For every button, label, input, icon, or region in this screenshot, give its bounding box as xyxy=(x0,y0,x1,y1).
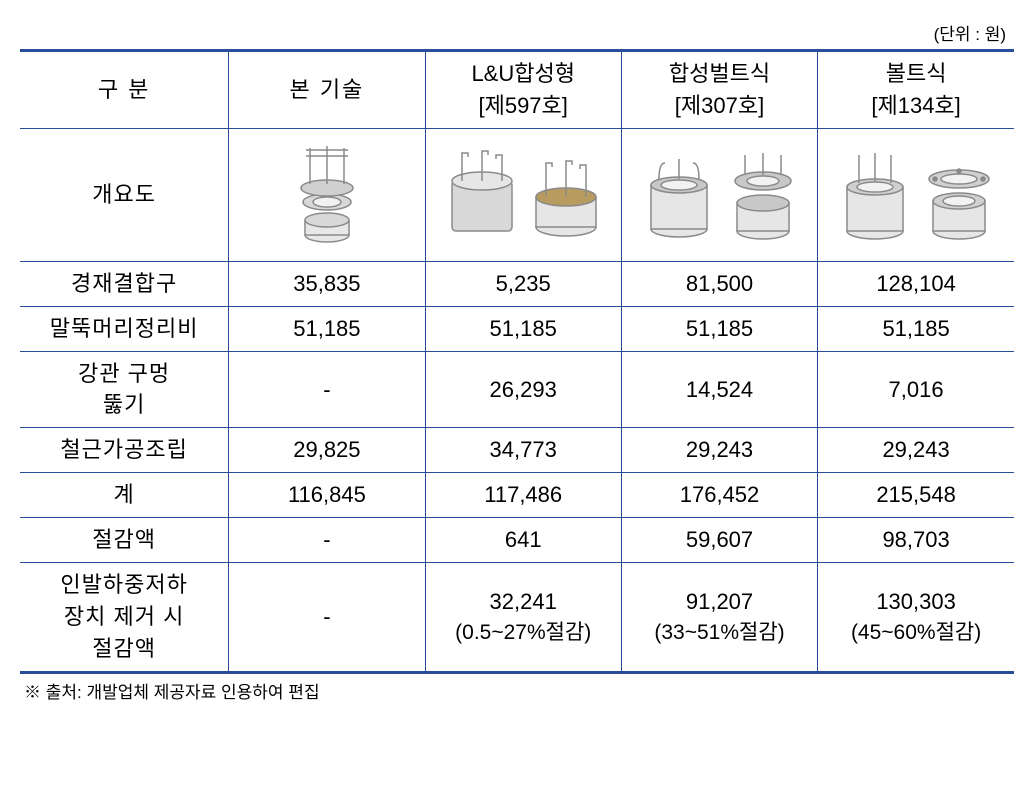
cell-value: 215,548 xyxy=(818,473,1014,518)
diagram-tech xyxy=(229,128,425,261)
row-label: 절감액 xyxy=(20,518,229,563)
cell-value: 51,185 xyxy=(425,306,621,351)
table-row: 말뚝머리정리비 51,185 51,185 51,185 51,185 xyxy=(20,306,1014,351)
cell-value: 34,773 xyxy=(425,428,621,473)
cell-value: 29,825 xyxy=(229,428,425,473)
table-row: 절감액 - 641 59,607 98,703 xyxy=(20,518,1014,563)
cell-value: 641 xyxy=(425,518,621,563)
row-label-b: 장치 제거 시 xyxy=(64,604,184,629)
col-header-bolt-title: 볼트식 xyxy=(886,61,947,86)
cell-value: - xyxy=(229,518,425,563)
cell-value-a: 130,303 xyxy=(876,589,956,614)
cell-value: 35,835 xyxy=(229,261,425,306)
cell-value: 117,486 xyxy=(425,473,621,518)
cell-value: 26,293 xyxy=(425,351,621,428)
cell-value: 51,185 xyxy=(818,306,1014,351)
diagram-composite xyxy=(621,128,817,261)
cell-value: 5,235 xyxy=(425,261,621,306)
row-label-b: 뚫기 xyxy=(103,392,145,417)
cell-value: 7,016 xyxy=(818,351,1014,428)
row-label: 철근가공조립 xyxy=(20,428,229,473)
cell-value: 14,524 xyxy=(621,351,817,428)
table-row: 철근가공조립 29,825 34,773 29,243 29,243 xyxy=(20,428,1014,473)
col-header-tech: 본 기술 xyxy=(229,51,425,129)
cell-value: 91,207 (33~51%절감) xyxy=(621,563,817,673)
col-header-bolt-no: [제134호] xyxy=(871,93,960,118)
row-label: 경재결합구 xyxy=(20,261,229,306)
cell-value: 130,303 (45~60%절감) xyxy=(818,563,1014,673)
col-header-division: 구 분 xyxy=(20,51,229,129)
row-label-a: 강관 구멍 xyxy=(78,361,170,386)
cell-value: 59,607 xyxy=(621,518,817,563)
row-label: 강관 구멍 뚫기 xyxy=(20,351,229,428)
diagram-row-label: 개요도 xyxy=(20,128,229,261)
row-label: 말뚝머리정리비 xyxy=(20,306,229,351)
table-row: 계 116,845 117,486 176,452 215,548 xyxy=(20,473,1014,518)
cell-value: 29,243 xyxy=(818,428,1014,473)
col-header-bolt: 볼트식 [제134호] xyxy=(818,51,1014,129)
col-header-lu: L&U합성형 [제597호] xyxy=(425,51,621,129)
comparison-table: 구 분 본 기술 L&U합성형 [제597호] 합성벌트식 [제307호] 볼트… xyxy=(20,49,1014,674)
cell-value: - xyxy=(229,563,425,673)
cell-value: 98,703 xyxy=(818,518,1014,563)
cell-value-a: 91,207 xyxy=(686,589,753,614)
source-note: ※ 출처: 개발업체 제공자료 인용하여 편집 xyxy=(20,678,1014,703)
cell-value: 81,500 xyxy=(621,261,817,306)
cell-value: 51,185 xyxy=(621,306,817,351)
cell-value: 128,104 xyxy=(818,261,1014,306)
diagram-lu xyxy=(425,128,621,261)
row-label: 인발하중저하 장치 제거 시 절감액 xyxy=(20,563,229,673)
row-label-c: 절감액 xyxy=(92,636,156,661)
col-header-composite-no: [제307호] xyxy=(675,93,764,118)
table-row: 인발하중저하 장치 제거 시 절감액 - 32,241 (0.5~27%절감) … xyxy=(20,563,1014,673)
cell-value-b: (45~60%절감) xyxy=(822,618,1010,648)
cell-value-a: 32,241 xyxy=(490,589,557,614)
cell-value: 51,185 xyxy=(229,306,425,351)
row-label-a: 인발하중저하 xyxy=(60,572,187,597)
col-header-composite-title: 합성벌트식 xyxy=(669,61,770,86)
diagram-row: 개요도 xyxy=(20,128,1014,261)
row-label: 계 xyxy=(20,473,229,518)
cell-value-b: (0.5~27%절감) xyxy=(430,618,617,648)
cell-value: 116,845 xyxy=(229,473,425,518)
table-row: 강관 구멍 뚫기 - 26,293 14,524 7,016 xyxy=(20,351,1014,428)
cell-value: 176,452 xyxy=(621,473,817,518)
col-header-lu-no: [제597호] xyxy=(478,93,567,118)
cell-value: 29,243 xyxy=(621,428,817,473)
unit-label: (단위 : 원) xyxy=(20,20,1014,45)
cell-value: 32,241 (0.5~27%절감) xyxy=(425,563,621,673)
cell-value: - xyxy=(229,351,425,428)
col-header-lu-title: L&U합성형 xyxy=(471,61,575,86)
col-header-composite: 합성벌트식 [제307호] xyxy=(621,51,817,129)
diagram-bolt xyxy=(818,128,1014,261)
table-row: 경재결합구 35,835 5,235 81,500 128,104 xyxy=(20,261,1014,306)
table-header-row: 구 분 본 기술 L&U합성형 [제597호] 합성벌트식 [제307호] 볼트… xyxy=(20,51,1014,129)
cell-value-b: (33~51%절감) xyxy=(626,618,813,648)
